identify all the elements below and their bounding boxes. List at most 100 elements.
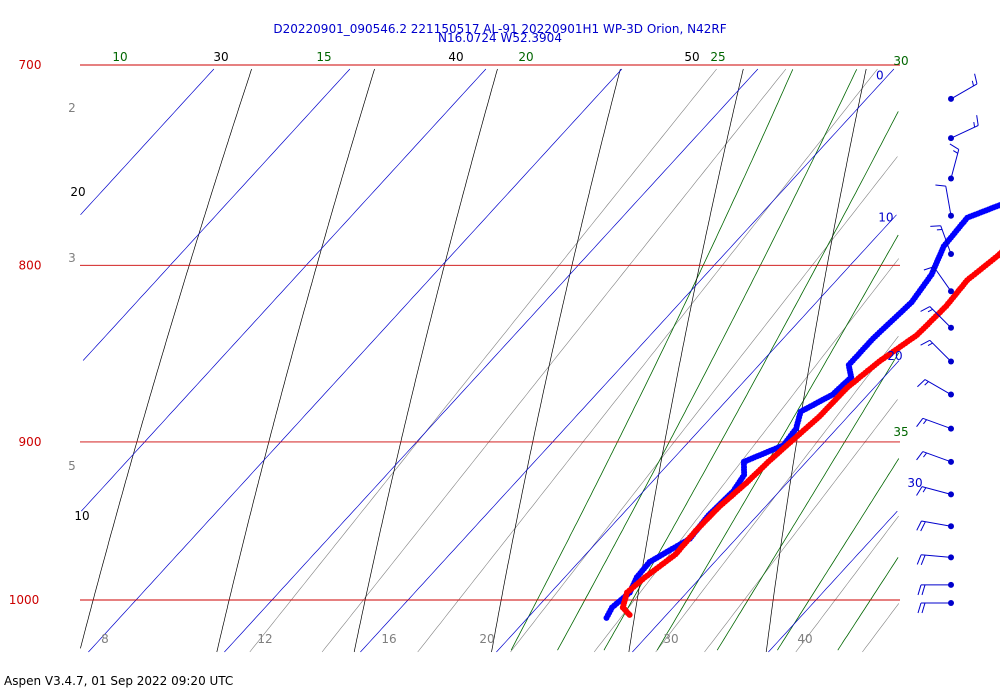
isotherm-label: 10 <box>878 211 893 225</box>
pressure-tick-label: 900 <box>19 435 42 449</box>
isotherm-label: 30 <box>907 476 922 490</box>
isotherm-line <box>80 68 215 216</box>
mixing-ratio-label: 16 <box>381 632 396 646</box>
mixing-ratio-line <box>862 603 900 653</box>
wind-barb-staff <box>921 554 952 558</box>
plot-area <box>80 64 1000 653</box>
wind-barb-flag <box>923 452 927 458</box>
dry-adiabat-line <box>628 68 744 653</box>
mixing-ratio-label: 30 <box>663 632 678 646</box>
wind-barb-flag <box>920 554 926 566</box>
footer-version: Aspen V3.4.7, 01 Sep 2022 09:20 UTC <box>4 674 234 688</box>
moist-adiabat-label: 20 <box>518 50 533 64</box>
dry-adiabat-label: 30 <box>213 50 228 64</box>
moist-adiabat-label: 35 <box>893 425 908 439</box>
isotherm-line <box>768 510 898 653</box>
moist-adiabat-line <box>656 234 899 651</box>
mixing-ratio-line <box>593 258 900 653</box>
moist-adiabat-line <box>777 458 900 651</box>
wind-barb-flag <box>922 487 927 493</box>
mixing-ratio-line <box>704 399 898 653</box>
wind-barb <box>948 115 979 142</box>
wind-barb-staff <box>922 451 952 463</box>
wind-barb <box>948 73 978 102</box>
temperature-point <box>626 611 633 618</box>
isotherm-line <box>632 360 900 653</box>
wind-barb <box>923 266 954 295</box>
wind-barb <box>917 599 954 614</box>
mixing-ratio-label: 3 <box>68 251 76 265</box>
wind-barb <box>916 417 954 432</box>
pressure-tick-label: 700 <box>19 58 42 72</box>
wind-barb-flag <box>924 381 929 386</box>
wind-barb-flag <box>923 266 934 271</box>
mixing-ratio-label: 20 <box>479 632 494 646</box>
isotherm-line <box>224 68 759 653</box>
wind-barb-flag <box>927 342 933 347</box>
wind-barb-flag <box>917 602 922 614</box>
mixing-ratio-line <box>795 515 899 653</box>
wind-barb-flag <box>917 379 926 388</box>
moist-adiabat-label: 30 <box>893 54 908 68</box>
isotherm-line <box>496 214 897 653</box>
wind-barb-flag <box>923 419 927 425</box>
moist-adiabat-label: 15 <box>316 50 331 64</box>
wind-barb-staff <box>945 186 952 216</box>
wind-barb-flag <box>920 339 931 346</box>
wind-barb <box>935 184 954 219</box>
wind-barb-flag <box>920 521 926 532</box>
dry-adiabat-line <box>80 68 252 649</box>
wind-barb-flag <box>916 418 924 427</box>
dry-adiabat-label: 50 <box>684 50 699 64</box>
wind-barb-flag <box>921 584 926 596</box>
wind-barb-staff <box>921 486 952 495</box>
mixing-ratio-lines <box>249 68 900 653</box>
pressure-tick-label: 800 <box>19 258 42 272</box>
moist-adiabat-label: 25 <box>710 50 725 64</box>
wind-barb-flag <box>949 143 960 150</box>
wind-barb <box>917 581 954 596</box>
dry-adiabat-label: 10 <box>74 509 89 523</box>
wind-barb-staff <box>933 266 952 292</box>
wind-barbs <box>916 73 979 614</box>
wind-barb-staff <box>924 379 952 395</box>
wind-barb-flag <box>916 554 922 565</box>
dry-adiabat-line <box>216 68 375 653</box>
wind-barb-flag <box>916 451 924 461</box>
wind-barb <box>948 143 960 182</box>
isotherms <box>80 68 900 653</box>
mixing-ratio-line <box>510 156 898 653</box>
wind-barb <box>930 225 954 257</box>
isotherm-line <box>82 68 351 361</box>
wind-barb-flag <box>920 306 931 312</box>
wind-barb-staff <box>950 83 978 100</box>
dry-adiabats <box>80 68 867 653</box>
wind-barb-flag <box>973 121 976 128</box>
mixing-ratio-line <box>321 68 787 653</box>
dry-adiabat-line <box>765 68 867 653</box>
dry-adiabat-label: 20 <box>70 185 85 199</box>
wind-barb <box>916 451 954 465</box>
wind-barb-staff <box>940 225 952 255</box>
wind-barb-flag <box>930 225 941 227</box>
isotherm-line <box>360 68 895 653</box>
dewpoint-point <box>603 614 610 621</box>
temperature-profile <box>619 249 1000 618</box>
moist-adiabat-line <box>716 352 900 651</box>
wind-barb-flag <box>976 115 979 126</box>
isotherm-line <box>88 68 623 653</box>
wind-barb <box>917 379 954 398</box>
pressure-tick-label: 1000 <box>9 593 40 607</box>
wind-barb <box>920 339 954 365</box>
wind-barb-staff <box>929 306 952 329</box>
wind-barb-flag <box>935 184 946 187</box>
wind-barb-flag <box>916 486 923 496</box>
mixing-ratio-line <box>417 68 878 653</box>
wind-barb-flag <box>974 73 978 85</box>
isotherm-label: 0 <box>876 69 884 83</box>
mixing-ratio-label: 5 <box>68 459 76 473</box>
wind-barb-flag <box>921 602 926 614</box>
wind-barb <box>916 520 954 532</box>
wind-barb-flag <box>971 80 975 87</box>
wind-barb <box>916 486 954 498</box>
